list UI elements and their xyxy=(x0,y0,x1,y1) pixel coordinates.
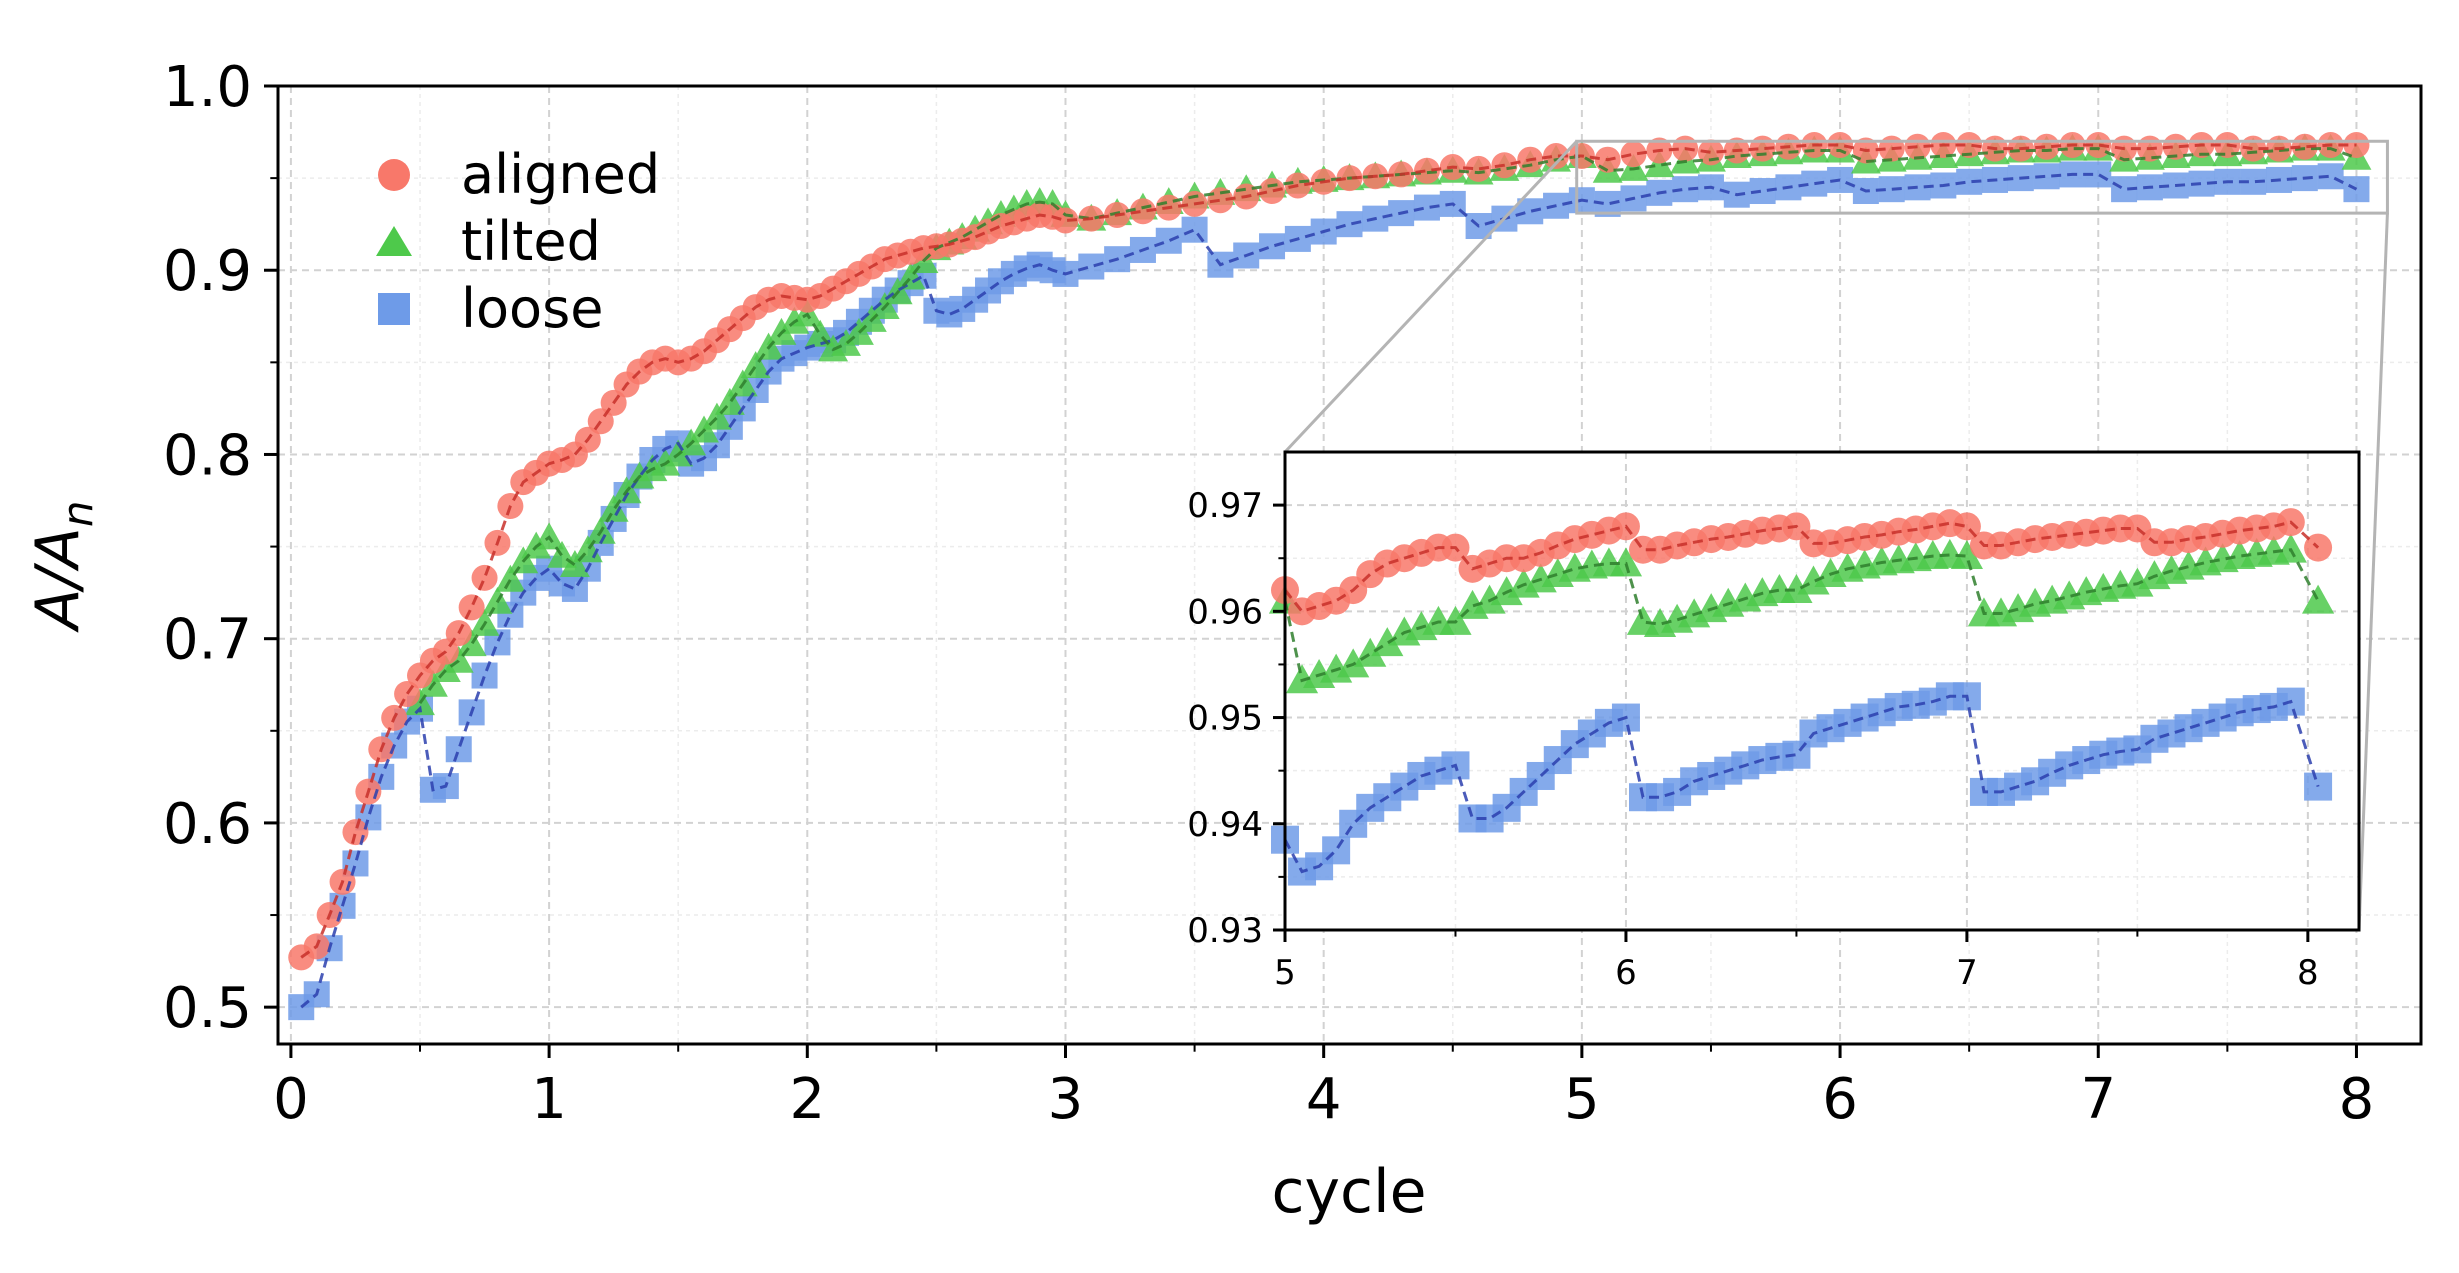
inset-ytick-label: 0.96 xyxy=(1187,592,1263,632)
main-point-tilted xyxy=(701,402,732,430)
y-axis-label-subscript: n xyxy=(53,501,102,528)
main-point-loose xyxy=(1336,211,1363,238)
main-point-loose xyxy=(1181,216,1208,243)
y-axis-label: A/An xyxy=(23,501,102,634)
inset-ytick-label: 0.93 xyxy=(1187,911,1263,951)
main-point-aligned xyxy=(1413,157,1440,184)
main-xtick-label: 6 xyxy=(1822,1067,1858,1132)
legend-marker-tilted xyxy=(376,226,412,256)
inset-point-tilted xyxy=(1780,573,1813,603)
inset-ticks: 5 6 7 8 0.93 0.94 0.95 0.96 0.97 xyxy=(1187,486,2318,993)
main-plot-frame xyxy=(276,84,2423,1046)
main-point-aligned xyxy=(2085,131,2112,158)
inset-ytick-label: 0.94 xyxy=(1187,805,1263,845)
inset-line-aligned xyxy=(1283,520,2320,614)
zoom-connector-left xyxy=(1283,140,1578,454)
main-xtick-label: 4 xyxy=(1306,1067,1342,1132)
legend-marker-aligned xyxy=(378,159,410,191)
legend-label-aligned: aligned xyxy=(461,143,660,206)
main-ytick-label: 0.9 xyxy=(163,239,252,304)
main-xtick-label: 2 xyxy=(789,1067,825,1132)
inset-xtick-label: 7 xyxy=(1956,953,1978,993)
main-line-aligned xyxy=(300,143,2357,959)
main-point-aligned xyxy=(342,819,369,846)
main-series xyxy=(288,131,2372,1021)
inset-ytick-label: 0.97 xyxy=(1187,486,1263,526)
main-xtick-label: 8 xyxy=(2339,1067,2375,1132)
main-xtick-label: 7 xyxy=(2080,1067,2116,1132)
main-point-tilted xyxy=(740,351,771,378)
main-point-loose xyxy=(471,662,498,689)
main-line-tilted xyxy=(418,147,2358,705)
main-xtick-label: 5 xyxy=(1564,1067,1600,1132)
zoom-connector-right xyxy=(2357,213,2389,931)
inset-xtick-label: 5 xyxy=(1274,953,1296,993)
main-line-loose xyxy=(300,172,2358,1009)
zoom-box xyxy=(1575,139,2389,215)
main-ytick-label: 0.5 xyxy=(163,976,252,1041)
main-point-aligned xyxy=(1052,207,1079,234)
legend: aligned tilted loose xyxy=(376,143,660,340)
main-point-tilted xyxy=(430,655,461,682)
main-xtick-label: 0 xyxy=(273,1067,309,1132)
main-point-tilted xyxy=(598,494,629,522)
main-point-loose xyxy=(1155,227,1182,254)
main-point-aligned xyxy=(1465,155,1492,182)
inset-point-tilted xyxy=(2274,533,2307,563)
inset-point-loose xyxy=(1322,836,1351,865)
zoom-indicator xyxy=(1283,139,2389,931)
inset-line-loose xyxy=(1283,694,2320,874)
inset-point-tilted xyxy=(2301,584,2335,614)
main-point-loose xyxy=(445,736,472,763)
inset-plot-frame xyxy=(1283,450,2361,932)
main-point-tilted xyxy=(495,564,526,592)
main-point-loose xyxy=(1078,253,1105,280)
main-point-aligned xyxy=(1259,178,1286,205)
main-point-aligned xyxy=(1620,141,1647,168)
main-xtick-label: 3 xyxy=(1048,1067,1084,1132)
main-point-loose xyxy=(1259,233,1286,260)
main-point-aligned xyxy=(458,594,485,621)
main-ytick-label: 0.6 xyxy=(163,792,252,857)
inset-line-tilted xyxy=(1283,548,2320,683)
main-point-aligned xyxy=(1543,143,1570,170)
main-ytick-label: 1.0 xyxy=(163,55,252,120)
main-point-tilted xyxy=(895,262,926,290)
main-point-aligned xyxy=(471,564,498,591)
main-point-tilted xyxy=(1644,150,1675,178)
main-point-aligned xyxy=(1827,131,1854,158)
legend-label-loose: loose xyxy=(461,277,603,340)
inset-ytick-label: 0.95 xyxy=(1187,699,1263,739)
inset-point-tilted xyxy=(1950,539,1984,569)
main-ytick-label: 0.7 xyxy=(163,608,252,673)
legend-marker-loose xyxy=(378,293,410,325)
inset-background xyxy=(1285,452,2359,930)
main-point-aligned xyxy=(587,408,614,435)
main-point-tilted xyxy=(805,319,836,347)
y-axis-label-base: A/A xyxy=(23,527,93,633)
x-axis-label: cycle xyxy=(1271,1157,1426,1227)
main-point-loose xyxy=(1517,198,1544,225)
main-point-tilted xyxy=(714,387,745,415)
main-point-aligned xyxy=(394,680,421,707)
main-xtick-label: 1 xyxy=(531,1067,567,1132)
main-ytick-label: 0.8 xyxy=(163,423,252,488)
inset-xtick-label: 6 xyxy=(1615,953,1637,993)
main-point-aligned xyxy=(1956,131,1983,158)
inset-point-tilted xyxy=(1609,547,1643,577)
inset-xtick-label: 8 xyxy=(2297,953,2319,993)
legend-label-tilted: tilted xyxy=(461,210,601,273)
main-ticks: 0 1 2 3 4 5 6 7 8 0.5 0.6 0.7 0.8 0.9 1.0 xyxy=(163,55,2374,1132)
